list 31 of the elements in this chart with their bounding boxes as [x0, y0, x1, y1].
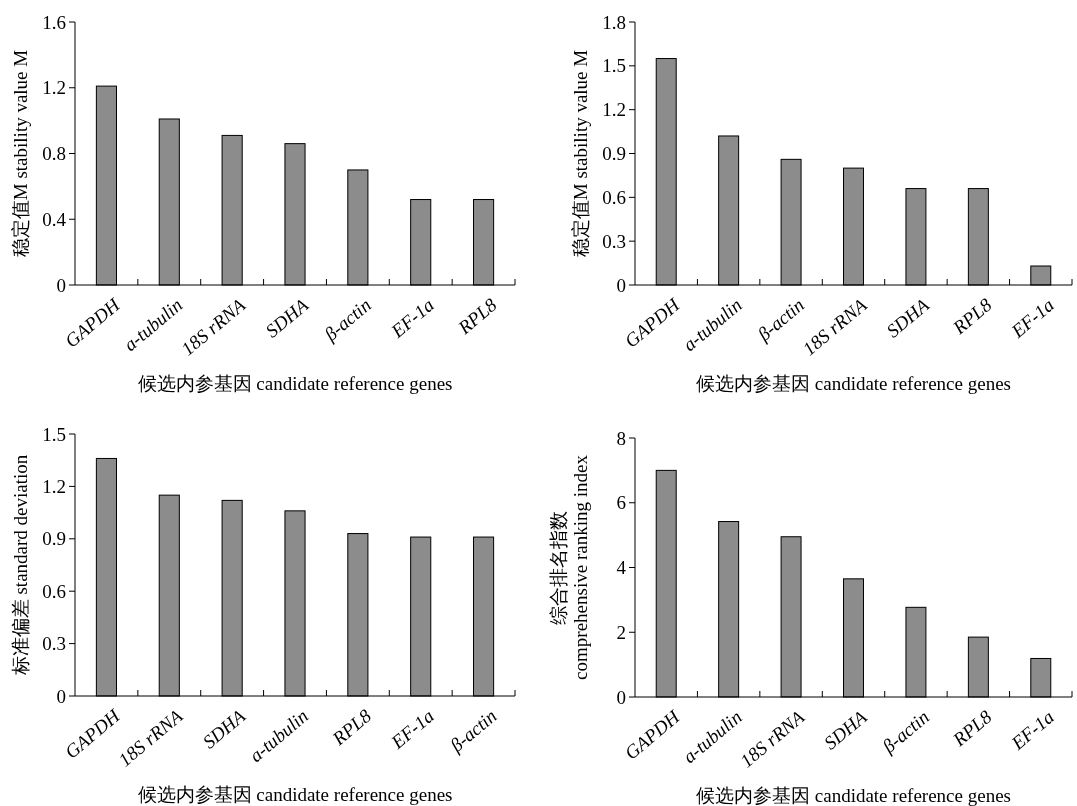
y-tick-label: 1.2	[42, 476, 66, 498]
y-tick-label: 1.5	[602, 55, 626, 77]
y-tick-label: 0	[616, 686, 626, 708]
y-tick-label: 4	[616, 557, 627, 579]
y-tick-label: 0.4	[42, 208, 67, 230]
y-tick-label: 0	[616, 274, 626, 296]
x-axis-title: 候选内参基因 candidate reference genes	[696, 373, 1011, 394]
y-tick-label: 0.3	[42, 633, 66, 655]
y-tick-label: 2	[616, 621, 626, 643]
y-tick-label: 0.6	[602, 186, 626, 208]
y-tick-label: 0.6	[42, 580, 66, 602]
y-tick-label: 1.6	[42, 11, 66, 33]
y-axis-title: 综合排名指数 comprehensive ranking index	[548, 454, 591, 680]
y-tick-label: 1.2	[602, 99, 626, 121]
y-tick-label: 6	[616, 492, 626, 514]
x-axis-title: 候选内参基因 candidate reference genes	[137, 784, 453, 805]
y-tick-label: 0.9	[602, 143, 626, 165]
y-tick-label: 0.8	[42, 143, 66, 165]
y-tick-label: 0	[56, 274, 66, 296]
y-tick-label: 0.3	[602, 230, 626, 252]
x-axis-title: 候选内参基因 candidate reference genes	[137, 373, 453, 394]
y-tick-label: 1.2	[42, 77, 66, 99]
y-tick-label: 0.9	[42, 528, 66, 550]
y-axis-title: 稳定值M stability value M	[570, 49, 591, 258]
y-tick-label: 0	[56, 685, 66, 707]
y-axis-title: 标准偏差 standard deviation	[10, 454, 31, 677]
x-axis-title: 候选内参基因 candidate reference genes	[696, 785, 1011, 806]
y-tick-label: 1.5	[42, 423, 66, 445]
y-tick-label: 1.8	[602, 11, 626, 33]
y-axis-title: 稳定值M stability value M	[10, 49, 31, 258]
y-tick-label: 8	[616, 427, 626, 449]
